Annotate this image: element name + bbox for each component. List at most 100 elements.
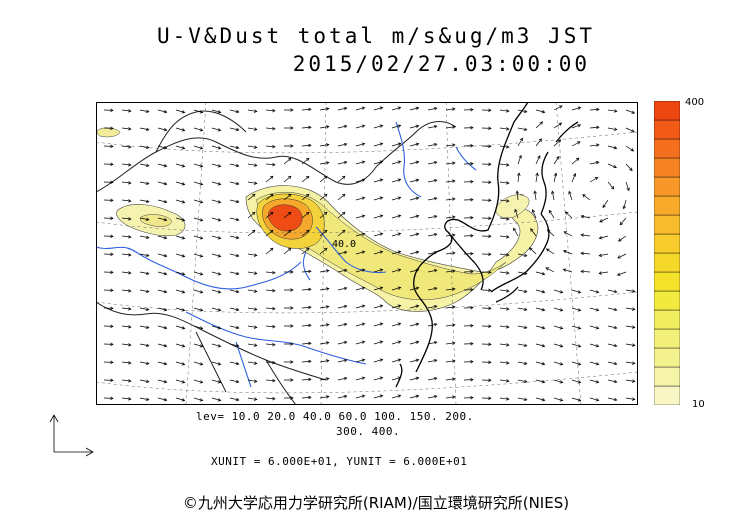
- wind-arrow: [157, 289, 167, 293]
- wind-arrowhead: [217, 110, 222, 114]
- wind-arrowhead: [323, 211, 328, 216]
- wind-arrowhead: [287, 193, 292, 198]
- wind-arrowhead: [575, 157, 580, 162]
- wind-arrow: [301, 247, 310, 255]
- wind-arrowhead: [305, 229, 310, 234]
- wind-arrow: [535, 379, 545, 383]
- wind-arrowhead: [235, 325, 240, 330]
- wind-arrow: [175, 325, 185, 329]
- wind-arrow: [553, 289, 563, 293]
- wind-arrow: [623, 199, 627, 209]
- wind-arrowhead: [235, 253, 240, 258]
- wind-arrowhead: [488, 360, 492, 365]
- wind-arrowhead: [595, 380, 600, 384]
- wind-arrowhead: [580, 214, 585, 219]
- wind-arrowhead: [199, 236, 204, 240]
- wind-arrowhead: [217, 308, 222, 312]
- wind-arrow: [301, 175, 310, 183]
- wind-arrow: [409, 143, 419, 147]
- wind-arrowhead: [572, 173, 577, 177]
- wind-arrowhead: [181, 398, 186, 402]
- wind-arrowhead: [541, 379, 546, 384]
- wind-arrow: [193, 289, 203, 293]
- wind-arrowhead: [379, 286, 384, 290]
- wind-arrowhead: [343, 322, 348, 327]
- wind-arrowhead: [523, 397, 528, 402]
- wind-arrow: [499, 181, 509, 184]
- wind-arrow: [337, 251, 347, 255]
- wind-arrow: [517, 397, 527, 401]
- wind-arrowhead: [541, 289, 546, 294]
- wind-arrowhead: [145, 253, 150, 257]
- wind-arrow: [193, 109, 203, 113]
- wind-arrow: [517, 173, 520, 183]
- wind-arrowhead: [343, 106, 348, 111]
- wind-arrow: [193, 397, 203, 401]
- wind-arrow: [193, 325, 203, 329]
- wind-arrow: [193, 271, 203, 275]
- wind-arrowhead: [488, 180, 492, 185]
- wind-arrowhead: [433, 142, 438, 147]
- wind-arrowhead: [325, 143, 330, 147]
- wind-arrow: [599, 253, 609, 257]
- wind-arrow: [319, 342, 329, 345]
- colorbar-swatch: [653, 119, 681, 140]
- wind-arrowhead: [323, 193, 328, 198]
- colorbar-swatch: [653, 347, 681, 368]
- wind-arrowhead: [163, 199, 168, 204]
- wind-arrowhead: [580, 269, 584, 274]
- wind-arrow: [625, 109, 635, 114]
- wind-arrow: [121, 253, 131, 256]
- wind-arrow: [157, 361, 167, 365]
- wind-arrowhead: [325, 377, 330, 381]
- wind-arrowhead: [397, 232, 402, 236]
- wind-arrow: [355, 377, 365, 381]
- wind-arrowhead: [287, 175, 292, 180]
- wind-arrowhead: [308, 269, 312, 274]
- wind-arrow: [121, 199, 131, 202]
- wind-arrowhead: [433, 286, 438, 291]
- wind-arrow: [229, 307, 239, 311]
- wind-arrowhead: [110, 306, 114, 311]
- wind-arrowhead: [199, 128, 204, 132]
- wind-arrow: [211, 379, 221, 383]
- wind-arrowhead: [163, 217, 168, 222]
- colorbar-swatch: [653, 366, 681, 387]
- wind-arrowhead: [613, 379, 618, 384]
- wind-arrow: [581, 252, 591, 255]
- wind-arrow: [355, 125, 365, 129]
- wind-arrow: [337, 305, 347, 309]
- wind-arrowhead: [488, 342, 492, 347]
- wind-arrow: [534, 191, 537, 201]
- wind-arrow: [193, 379, 203, 383]
- wind-arrowhead: [470, 269, 474, 274]
- wind-arrow: [517, 253, 527, 257]
- wind-arrow: [553, 343, 563, 347]
- wind-arrowhead: [433, 232, 438, 237]
- wind-arrowhead: [181, 110, 186, 114]
- wind-arrowhead: [325, 287, 330, 291]
- wind-arrowhead: [539, 121, 544, 125]
- wind-arrow: [499, 397, 509, 400]
- wind-arrow: [530, 228, 537, 237]
- wind-arrow: [337, 323, 347, 327]
- colorbar-min-label: 10: [692, 399, 705, 410]
- wind-arrowhead: [251, 229, 256, 234]
- wind-arrow: [139, 325, 149, 329]
- wind-arrowhead: [217, 146, 222, 150]
- wind-arrowhead: [110, 252, 114, 257]
- wind-arrowhead: [253, 307, 258, 311]
- wind-arrowhead: [631, 307, 636, 311]
- wind-arrowhead: [181, 164, 186, 168]
- wind-arrowhead: [361, 286, 366, 290]
- wind-arrow: [581, 234, 591, 237]
- wind-arrow: [247, 289, 257, 292]
- wind-arrowhead: [379, 340, 384, 344]
- wind-arrowhead: [199, 110, 204, 114]
- wind-arrowhead: [253, 361, 258, 365]
- wind-arrow: [535, 289, 545, 293]
- wind-arrow: [607, 163, 617, 168]
- wind-arrow: [121, 109, 131, 112]
- wind-arrowhead: [514, 208, 518, 213]
- wind-arrow: [211, 199, 221, 203]
